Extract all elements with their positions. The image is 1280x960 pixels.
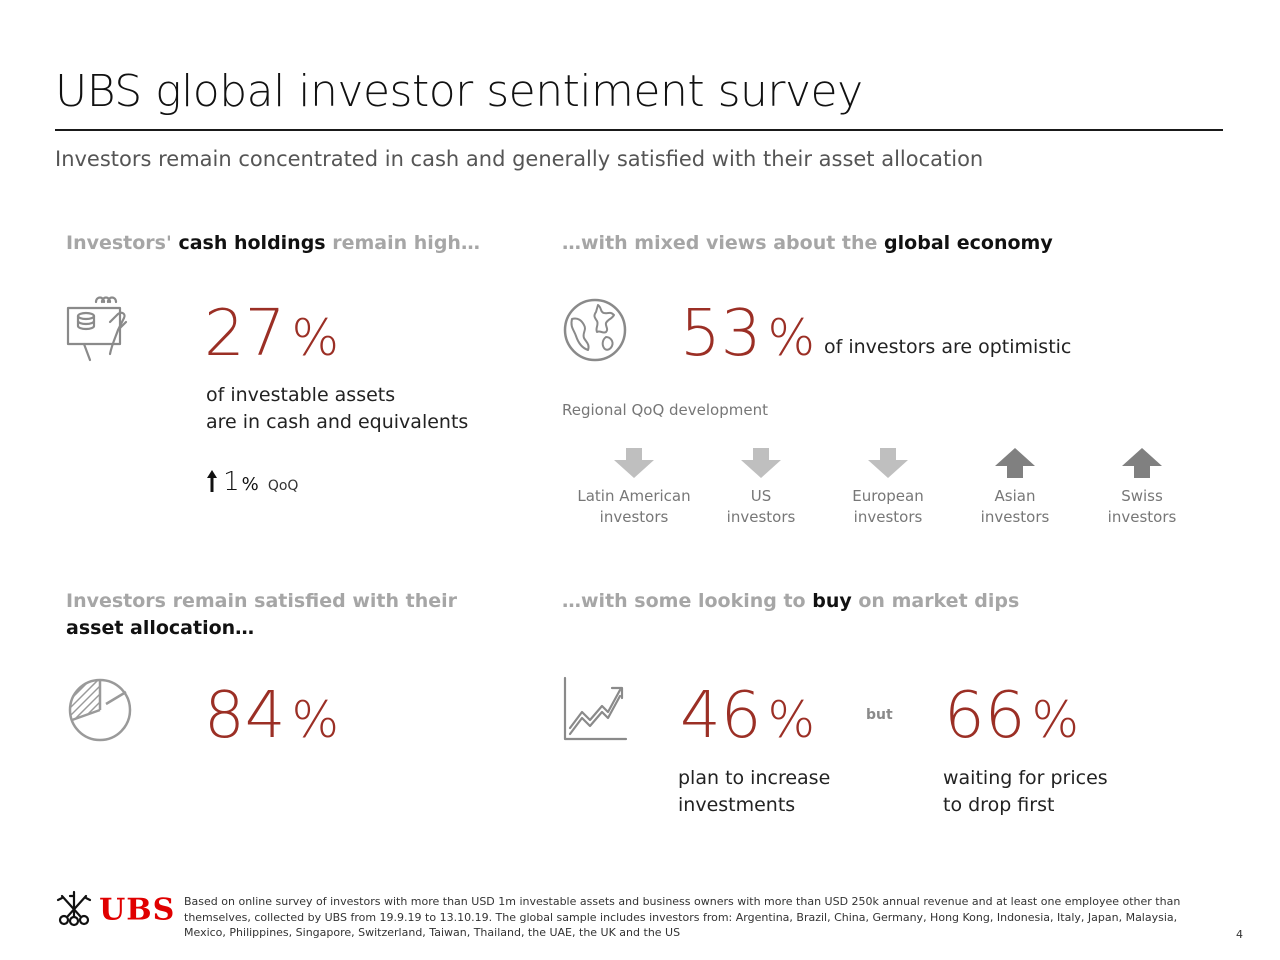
cash-desc-line2: are in cash and equivalents (206, 411, 469, 433)
ubs-logo: UBS (54, 890, 175, 930)
region-suffix: investors (853, 508, 923, 526)
arrow-down-icon (741, 448, 781, 478)
region-name: European (852, 487, 924, 505)
buy-increase-desc-line1: plan to increase (678, 767, 831, 789)
economy-stat: 53% (680, 302, 815, 366)
economy-heading-em: global economy (884, 232, 1053, 254)
region-suffix: investors (980, 508, 1050, 526)
allocation-stat: 84% (204, 684, 339, 748)
region-latin-american: Latin American investors (569, 446, 699, 528)
region-name: Asian (994, 487, 1036, 505)
region-name: Swiss (1121, 487, 1163, 505)
region-asian: Asian investors (950, 446, 1080, 528)
cash-desc-line1: of investable assets (206, 384, 396, 406)
buy-increase-description: plan to increase investments (678, 765, 830, 819)
region-suffix: investors (599, 508, 669, 526)
buy-increase-value: 46 (680, 679, 762, 753)
buy-increase-stat: 46% (680, 684, 815, 748)
economy-heading-pre: …with mixed views about the (562, 232, 878, 254)
buy-waiting-desc-line2: to drop first (943, 794, 1055, 816)
page-number: 4 (1236, 928, 1243, 941)
arrow-down-icon (614, 448, 654, 478)
cash-change-value: 1 (223, 467, 240, 497)
regional-label: Regional QoQ development (562, 401, 768, 419)
buy-increase-pct: % (767, 691, 815, 749)
buy-waiting-desc-line1: waiting for prices (943, 767, 1108, 789)
cash-heading-pre: Investors' (66, 232, 172, 254)
pie-chart-icon (68, 678, 132, 742)
footnote-line1: Based on online survey of investors with… (184, 895, 1181, 908)
footnote-line3: Mexico, Philippines, Singapore, Switzerl… (184, 926, 681, 939)
region-name: US (750, 487, 772, 505)
cash-heading: Investors' cash holdings remain high… (66, 230, 480, 257)
buy-heading-em: buy (812, 590, 852, 612)
buy-waiting-pct: % (1031, 691, 1079, 749)
page-title: UBS global investor sentiment survey (55, 66, 863, 117)
cash-value: 27 (204, 297, 286, 371)
arrow-up-small-icon (207, 470, 217, 492)
cash-heading-em: cash holdings (178, 232, 326, 254)
arrow-down-icon (868, 448, 908, 478)
economy-pct: % (767, 309, 815, 367)
buy-waiting-value: 66 (944, 679, 1026, 753)
region-european: European investors (823, 446, 953, 528)
region-swiss: Swiss investors (1077, 446, 1207, 528)
buy-heading-post: on market dips (858, 590, 1020, 612)
cash-stat: 27% (204, 302, 339, 366)
arrow-up-icon (1122, 448, 1162, 478)
cash-qoq-change: 1% QoQ (206, 467, 298, 497)
ubs-logo-text: UBS (99, 892, 176, 928)
cash-hand-icon (66, 296, 128, 362)
regional-development: Latin American investors US investors Eu… (569, 446, 1209, 536)
globe-icon (563, 298, 627, 362)
region-suffix: investors (1107, 508, 1177, 526)
cash-pct: % (291, 309, 339, 367)
but-connector: but (866, 707, 893, 723)
cash-change-label: QoQ (267, 478, 299, 494)
region-name: Latin American (577, 487, 691, 505)
region-suffix: investors (726, 508, 796, 526)
buy-increase-desc-line2: investments (678, 794, 796, 816)
keys-icon (56, 890, 92, 927)
allocation-pct: % (291, 691, 339, 749)
cash-change-pct: % (241, 474, 259, 495)
buy-waiting-stat: 66% (944, 684, 1079, 748)
allocation-heading-line1: Investors remain satisfied with their (66, 590, 458, 612)
buy-heading-pre: …with some looking to (562, 590, 806, 612)
page-subtitle: Investors remain concentrated in cash an… (55, 147, 984, 171)
economy-description: of investors are optimistic (824, 336, 1072, 358)
arrow-up-icon (995, 448, 1035, 478)
cash-description: of investable assets are in cash and equ… (206, 382, 468, 436)
trend-up-icon (563, 676, 628, 741)
title-divider (55, 129, 1223, 131)
allocation-heading-line2: asset allocation… (66, 617, 255, 639)
economy-value: 53 (680, 297, 762, 371)
buy-heading: …with some looking to buy on market dips (562, 588, 1019, 615)
footnote-line2: themselves, collected by UBS from 19.9.1… (184, 910, 1178, 924)
cash-heading-post: remain high… (332, 232, 480, 254)
buy-waiting-description: waiting for prices to drop first (943, 765, 1108, 819)
region-us: US investors (696, 446, 826, 528)
allocation-heading: Investors remain satisfied with their as… (66, 588, 457, 642)
allocation-value: 84 (204, 679, 286, 753)
economy-heading: …with mixed views about the global econo… (562, 230, 1053, 257)
footnote: Based on online survey of investors with… (184, 894, 1194, 941)
